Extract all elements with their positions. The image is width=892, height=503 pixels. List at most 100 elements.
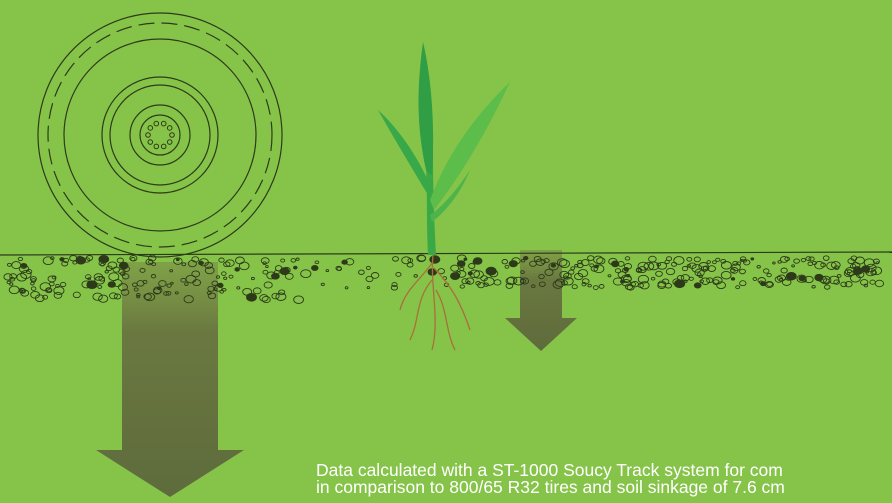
- illustration: [0, 0, 892, 503]
- pebble: [10, 274, 17, 279]
- pebble: [253, 288, 261, 294]
- bolt: [167, 140, 172, 145]
- pebble: [237, 287, 240, 289]
- pebble: [222, 272, 227, 276]
- pebble: [296, 258, 299, 260]
- pebble: [773, 262, 776, 264]
- pebble: [687, 257, 692, 261]
- pebble: [757, 265, 760, 268]
- bolts: [146, 121, 175, 148]
- pebble: [588, 256, 594, 261]
- pebble: [117, 258, 123, 263]
- pebble: [366, 276, 373, 281]
- pebble: [651, 277, 655, 280]
- pebble: [342, 260, 348, 264]
- pebble: [460, 267, 464, 270]
- pebble: [781, 268, 787, 273]
- pebble: [701, 278, 710, 285]
- bolt: [154, 121, 159, 126]
- tire-sidewall: [64, 39, 256, 231]
- pebble: [93, 293, 102, 300]
- hub: [130, 105, 190, 165]
- pebble: [326, 270, 329, 272]
- pebble: [864, 259, 874, 267]
- pebble: [845, 282, 852, 287]
- pebble: [56, 284, 60, 287]
- pebble: [824, 285, 830, 289]
- pebble: [12, 262, 21, 269]
- pebble: [837, 275, 841, 278]
- pebble: [812, 285, 815, 288]
- pebble: [751, 258, 754, 260]
- bolt: [161, 121, 166, 126]
- pebble: [707, 261, 711, 264]
- pebble: [414, 275, 417, 278]
- pebble: [176, 259, 179, 261]
- pebble: [43, 257, 53, 265]
- bolt: [161, 144, 166, 149]
- pebble: [821, 263, 826, 267]
- pebble: [301, 270, 311, 278]
- leaf: [419, 42, 434, 175]
- pebble: [763, 269, 769, 273]
- pebble: [393, 257, 399, 262]
- pebble: [219, 258, 224, 262]
- pebble: [261, 258, 269, 264]
- pebble: [239, 262, 249, 270]
- pebble: [486, 267, 496, 275]
- bolt: [170, 133, 175, 138]
- pebble: [218, 283, 224, 287]
- pebble: [737, 262, 741, 265]
- pebble: [778, 275, 786, 281]
- pebble: [266, 266, 269, 268]
- pebble: [264, 282, 272, 288]
- plant: [378, 42, 510, 255]
- pebble: [7, 263, 11, 266]
- pebble: [792, 265, 795, 267]
- pebble: [809, 257, 814, 261]
- pebble: [672, 262, 677, 266]
- pebble: [430, 256, 440, 264]
- pebble: [731, 278, 734, 281]
- pebble: [18, 257, 22, 260]
- pebble: [808, 262, 813, 266]
- pebble: [468, 272, 472, 275]
- pebble: [682, 267, 687, 271]
- bolt: [154, 144, 159, 149]
- pebble: [767, 282, 773, 286]
- pebble: [220, 290, 224, 293]
- pebble: [753, 278, 757, 281]
- bolt: [148, 126, 153, 131]
- pebble: [505, 265, 509, 268]
- pebble: [99, 256, 109, 263]
- pebble: [494, 280, 501, 285]
- pebble: [276, 293, 286, 301]
- pebble: [794, 259, 800, 263]
- pebble: [674, 257, 684, 265]
- pebble: [9, 286, 19, 294]
- pebble: [99, 295, 108, 302]
- pebble: [345, 287, 348, 289]
- pebble: [608, 275, 611, 277]
- pebble: [105, 271, 108, 274]
- pebble: [31, 287, 36, 291]
- pebble: [767, 273, 771, 276]
- root: [436, 290, 455, 350]
- pebble: [21, 271, 31, 279]
- pebble: [588, 284, 591, 287]
- pebble: [54, 292, 62, 298]
- pebble: [157, 287, 161, 290]
- pebble: [572, 285, 577, 289]
- pebble: [312, 266, 319, 271]
- pebble: [736, 286, 740, 289]
- pebble: [236, 257, 245, 264]
- pebble: [593, 286, 598, 290]
- pebble: [740, 281, 746, 286]
- pebble: [694, 283, 701, 288]
- pebble: [799, 276, 805, 281]
- bolt: [148, 140, 153, 145]
- pebble: [625, 257, 630, 260]
- pebble: [279, 290, 285, 295]
- pebble: [251, 277, 254, 279]
- page: Data calculated with a ST-1000 Soucy Tra…: [0, 0, 892, 503]
